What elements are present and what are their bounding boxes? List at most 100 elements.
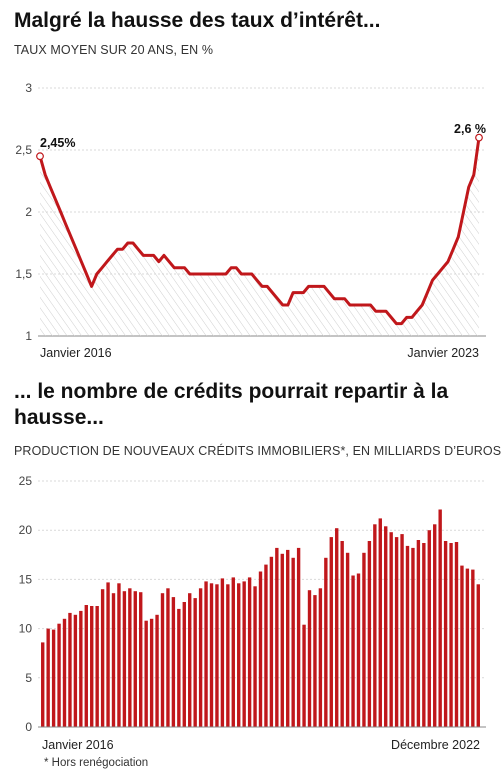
chart2-bar xyxy=(41,642,45,727)
chart2-bar xyxy=(275,547,279,727)
chart2-bar xyxy=(133,591,137,727)
chart2-y-tick-label: 0 xyxy=(25,720,32,734)
chart2-bar xyxy=(215,584,219,727)
chart2-bar xyxy=(226,584,230,727)
chart2-bar xyxy=(422,543,426,727)
chart2-bar xyxy=(394,537,399,727)
chart2-bar xyxy=(400,534,404,727)
chart1-y-tick-label: 1 xyxy=(25,329,32,343)
chart1-subtitle: TAUX MOYEN SUR 20 ANS, EN % xyxy=(14,43,214,57)
chart2-bar xyxy=(90,606,94,727)
chart1-first-data-label: 2,45% xyxy=(40,136,75,150)
chart2-bar xyxy=(335,528,339,727)
chart2-bar xyxy=(291,557,295,727)
chart2-bar xyxy=(302,624,306,727)
chart2-bar xyxy=(139,592,143,727)
chart2-y-tick-label: 10 xyxy=(19,622,33,636)
chart1-y-tick-label: 2 xyxy=(25,205,32,219)
chart2-bar xyxy=(144,620,148,727)
chart2-y-tick-label: 25 xyxy=(19,474,33,488)
chart2-bar xyxy=(313,595,317,727)
chart2-bar xyxy=(411,547,415,727)
chart2-bar xyxy=(405,545,410,727)
chart2-bar xyxy=(258,571,263,727)
chart1-first-point xyxy=(36,152,44,161)
chart2-bar xyxy=(253,586,257,727)
chart2-bar xyxy=(128,588,132,727)
chart2-bar xyxy=(68,612,72,727)
chart2-bar xyxy=(149,618,154,727)
chart2-bar xyxy=(329,537,333,727)
chart2-bar xyxy=(117,583,121,727)
chart1-y-tick-label: 2,5 xyxy=(15,143,32,157)
chart2-bar xyxy=(111,593,116,727)
chart2-bar xyxy=(438,509,442,727)
chart2-bar xyxy=(188,593,192,727)
chart2-bar xyxy=(345,552,350,727)
chart2-bar xyxy=(378,518,382,727)
chart2-bar xyxy=(465,568,470,727)
chart2-y-tick-label: 15 xyxy=(19,572,33,586)
chart2-bar xyxy=(242,581,246,727)
chart2-bar xyxy=(340,541,344,727)
rate-line-chart: 3 2,5 2 1,5 1 2,45% 2,6 % Janvier 2016 Janvi… xyxy=(15,81,486,360)
chart2-bar xyxy=(220,578,225,727)
chart2-x-tick-end: Décembre 2022 xyxy=(391,738,480,752)
chart2-bar xyxy=(449,543,453,727)
chart2-bar xyxy=(51,629,56,727)
chart2-bar xyxy=(443,541,448,727)
chart1-y-tick-label: 3 xyxy=(25,81,32,95)
chart1-last-point xyxy=(475,133,483,142)
chart2-bar xyxy=(269,556,274,727)
chart1-title: Malgré la hausse des taux d’intérêt... xyxy=(14,9,381,32)
chart2-bar xyxy=(237,583,241,727)
chart2-bar xyxy=(171,597,176,727)
chart2-bar xyxy=(177,608,181,727)
chart2-bar xyxy=(57,623,61,727)
chart2-bar xyxy=(204,581,208,727)
chart2-bar xyxy=(198,588,203,727)
chart2-grid xyxy=(38,480,486,679)
chart2-bar xyxy=(160,593,165,727)
chart2-bar xyxy=(384,526,388,727)
chart1-x-tick-end: Janvier 2023 xyxy=(407,346,479,360)
chart2-bar xyxy=(460,565,464,727)
chart2-bar xyxy=(389,532,393,727)
chart2-bar xyxy=(231,577,235,727)
chart2-y-tick-label: 20 xyxy=(19,523,33,537)
chart2-bar xyxy=(166,588,170,727)
chart2-bar xyxy=(79,610,83,727)
chart2-bar xyxy=(106,582,110,727)
footnote: * Hors renégociation xyxy=(44,757,149,769)
chart2-bar xyxy=(264,564,268,727)
chart2-bar xyxy=(122,591,127,727)
chart2-title: ... le nombre de crédits pourrait repart… xyxy=(14,380,449,429)
chart2-bar xyxy=(100,589,105,727)
chart1-y-axis: 3 2,5 2 1,5 1 xyxy=(15,81,32,343)
chart2-bar xyxy=(155,614,159,727)
chart2-bar xyxy=(433,524,437,727)
chart2-bar xyxy=(46,628,50,727)
chart2-bar xyxy=(416,540,421,727)
chart2-bars xyxy=(41,509,480,727)
chart1-y-tick-label: 1,5 xyxy=(15,267,32,281)
chart2-bar xyxy=(95,606,99,727)
chart2-bar xyxy=(286,549,290,727)
chart2-bar xyxy=(296,547,301,727)
chart2-bar xyxy=(362,552,366,727)
chart2-y-axis: 25 20 15 10 5 0 xyxy=(19,474,33,734)
chart2-bar xyxy=(73,614,78,727)
chart2-bar xyxy=(427,530,431,727)
chart2-bar xyxy=(318,588,323,727)
chart2-bar xyxy=(209,583,214,727)
chart2-bar xyxy=(324,557,328,727)
chart2-bar xyxy=(182,602,186,727)
chart2-bar xyxy=(476,584,480,727)
chart2-subtitle: PRODUCTION DE NOUVEAUX CRÉDITS IMMOBILIE… xyxy=(14,444,502,458)
chart1-x-tick-start: Janvier 2016 xyxy=(40,346,112,360)
chart2-bar xyxy=(356,573,361,727)
chart2-bar xyxy=(62,618,67,727)
chart2-bar xyxy=(471,569,475,727)
chart2-bar xyxy=(84,605,88,727)
chart2-bar xyxy=(351,575,355,727)
